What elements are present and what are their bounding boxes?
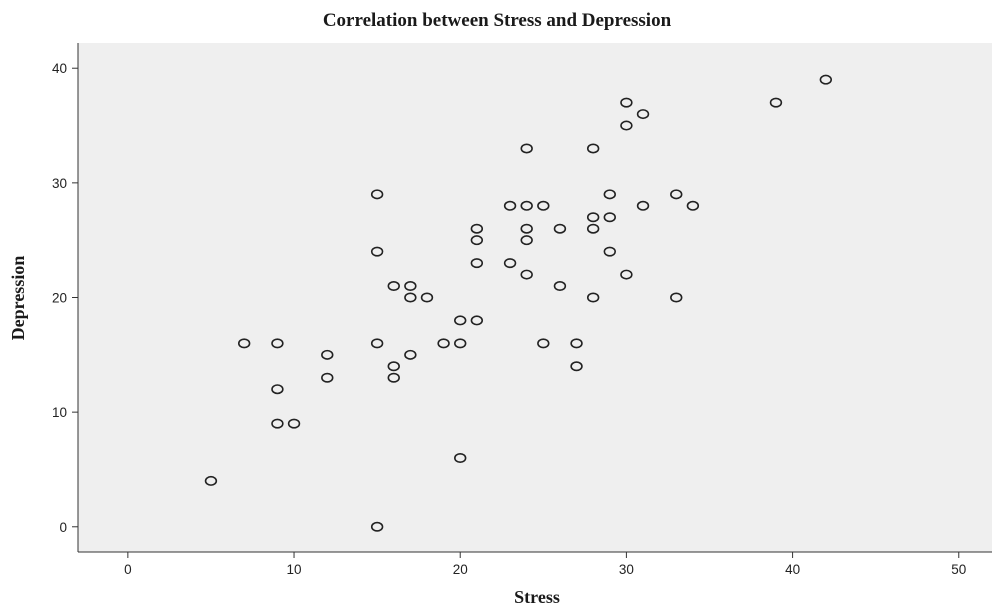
x-axis-label: Stress [514,587,560,607]
y-tick-label: 30 [52,176,67,191]
x-tick-label: 0 [124,562,132,577]
scatter-point [670,189,683,200]
scatter-point [454,315,467,326]
scatter-point [470,258,484,269]
scatter-point [271,338,284,349]
scatter-point [470,223,484,234]
scatter-point [370,338,384,349]
y-tick-label: 20 [52,291,67,306]
scatter-point [620,269,633,280]
scatter-point [570,361,583,372]
plot-area [78,43,992,552]
scatter-point [454,452,467,463]
scatter-point [437,338,450,349]
scatter-point [603,189,616,200]
scatter-point [503,258,517,269]
scatter-point [537,338,550,349]
y-tick-label: 10 [52,405,67,420]
scatter-point [636,200,650,211]
x-tick-label: 40 [785,562,800,577]
scatter-point [271,384,284,395]
chart-title: Correlation between Stress and Depressio… [323,10,672,31]
scatter-point [670,292,683,303]
scatter-point [769,97,783,108]
scatter-point [470,235,484,246]
x-tick-label: 10 [287,562,302,577]
scatter-point [520,143,533,154]
scatter-point [420,292,434,303]
scatter-point [586,212,600,223]
scatter-point [620,120,633,131]
scatter-point [520,269,533,280]
scatter-point [271,418,284,429]
scatter-point [603,246,616,257]
scatter-point [387,372,400,383]
x-tick-label: 50 [951,562,966,577]
scatter-point [503,200,517,211]
scatter-point [387,361,400,372]
scatter-point [404,292,417,303]
scatter-point [686,200,700,211]
scatter-point [553,223,567,234]
y-axis-ticks: 0 10 20 30 40 [52,61,78,535]
scatter-point [586,292,600,303]
scatter-point [237,338,251,349]
scatter-point [537,200,550,211]
scatter-point [321,349,334,360]
scatter-point [586,223,600,234]
scatter-point [586,143,600,154]
y-tick-label: 40 [52,61,67,76]
scatter-point [370,246,384,257]
x-axis-ticks: 0 10 20 30 40 50 [124,552,966,577]
scatter-points [204,74,833,532]
scatter-point [520,235,533,246]
scatter-point [370,521,384,532]
scatter-point [570,338,583,349]
scatter-point [370,189,384,200]
scatter-point [404,281,417,292]
scatter-point [287,418,301,429]
scatter-point [553,281,567,292]
scatter-point [520,223,533,234]
y-tick-label: 0 [59,520,67,535]
x-tick-label: 20 [453,562,468,577]
scatter-point [321,372,334,383]
x-tick-label: 30 [619,562,634,577]
scatter-point [387,281,400,292]
scatter-point [603,212,616,223]
scatter-point [454,338,467,349]
scatter-point [620,97,633,108]
scatter-point [470,315,484,326]
scatter-point [204,475,218,486]
scatter-point [520,200,533,211]
scatter-point [819,74,833,85]
scatter-point [404,349,417,360]
y-axis-label: Depression [8,256,28,341]
scatter-point [636,109,650,120]
